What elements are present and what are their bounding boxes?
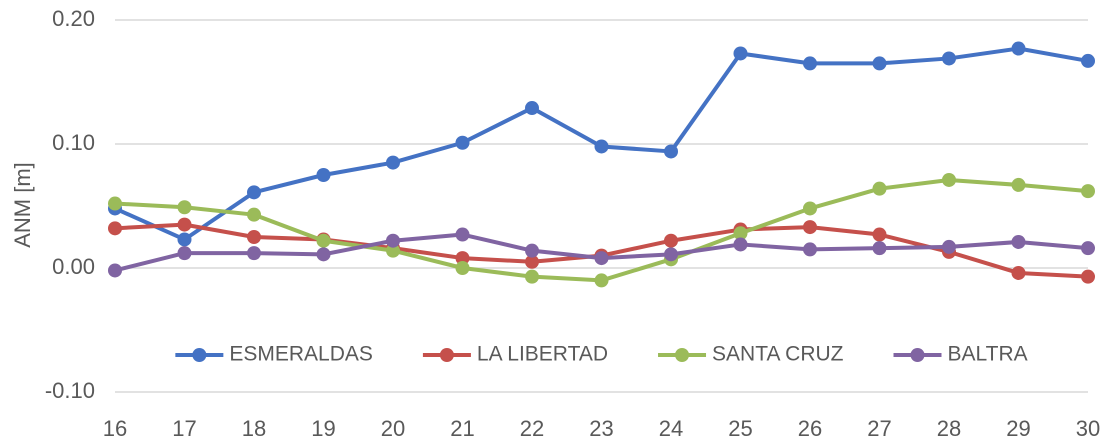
- data-point: [872, 56, 887, 71]
- x-tick-label: 23: [589, 416, 613, 441]
- data-point: [177, 200, 192, 215]
- data-point: [803, 220, 817, 235]
- x-tick-label: 21: [450, 416, 474, 441]
- data-point: [664, 144, 678, 159]
- legend-marker: [675, 348, 690, 362]
- x-tick-label: 18: [242, 416, 266, 441]
- data-point: [1081, 184, 1095, 199]
- data-point: [525, 254, 539, 269]
- data-point: [872, 181, 887, 196]
- x-tick-label: 25: [728, 416, 752, 441]
- data-point: [1081, 269, 1095, 284]
- x-tick-label: 24: [659, 416, 683, 441]
- data-point: [733, 237, 748, 252]
- x-tick-label: 30: [1076, 416, 1100, 441]
- x-tick-label: 19: [311, 416, 335, 441]
- data-point: [803, 56, 817, 71]
- data-point: [803, 201, 817, 216]
- data-point: [942, 51, 956, 66]
- data-point: [872, 227, 887, 242]
- y-tick-label: -0.10: [45, 378, 95, 403]
- data-point: [594, 251, 609, 266]
- legend-label: ESMERALDAS: [229, 343, 373, 366]
- legend-marker: [439, 348, 454, 362]
- data-point: [942, 239, 956, 254]
- x-tick-label: 16: [103, 416, 127, 441]
- data-point: [455, 227, 470, 242]
- x-tick-label: 22: [520, 416, 544, 441]
- data-point: [594, 139, 609, 154]
- y-tick-label: 0.10: [52, 130, 95, 155]
- data-point: [525, 269, 539, 284]
- data-point: [386, 243, 400, 258]
- data-point: [386, 155, 400, 170]
- data-point: [316, 247, 331, 262]
- legend-marker: [910, 348, 925, 362]
- data-point: [942, 172, 956, 187]
- x-tick-label: 27: [867, 416, 891, 441]
- data-point: [1011, 41, 1026, 56]
- data-point: [872, 241, 887, 256]
- x-tick-label: 17: [172, 416, 196, 441]
- data-point: [1011, 234, 1026, 249]
- data-point: [247, 230, 261, 244]
- data-point: [247, 185, 261, 200]
- data-point: [455, 135, 470, 150]
- y-tick-label: 0.20: [52, 6, 95, 31]
- data-point: [1081, 241, 1095, 256]
- data-point: [108, 221, 122, 236]
- data-point: [177, 246, 192, 261]
- data-point: [455, 261, 470, 275]
- data-point: [247, 207, 261, 222]
- legend-label: BALTRA: [948, 343, 1028, 366]
- data-point: [108, 196, 122, 211]
- data-point: [177, 217, 192, 232]
- data-point: [177, 232, 192, 247]
- data-point: [594, 273, 609, 288]
- legend-label: SANTA CRUZ: [712, 343, 844, 366]
- data-point: [803, 242, 817, 257]
- data-point: [664, 247, 678, 262]
- x-tick-label: 29: [1006, 416, 1030, 441]
- data-point: [525, 243, 539, 258]
- data-point: [1011, 265, 1026, 280]
- y-axis-label: ANM [m]: [10, 162, 35, 248]
- data-point: [664, 233, 678, 248]
- data-point: [455, 251, 470, 266]
- data-point: [247, 246, 261, 261]
- x-tick-label: 26: [798, 416, 822, 441]
- data-point: [733, 46, 748, 61]
- series-line: [114, 177, 1089, 283]
- legend: ESMERALDAS LA LIBERTAD SANTA CRUZ BALTRA: [175, 343, 1028, 366]
- data-point: [386, 233, 400, 248]
- data-point: [733, 226, 748, 241]
- legend-label: LA LIBERTAD: [477, 343, 608, 366]
- x-tick-label: 28: [937, 416, 961, 441]
- data-point: [108, 263, 122, 278]
- legend-marker: [192, 348, 207, 362]
- x-tick-label: 20: [381, 416, 405, 441]
- data-point: [316, 233, 331, 248]
- data-point: [525, 101, 539, 116]
- data-point: [1081, 53, 1095, 68]
- y-tick-label: 0.00: [52, 254, 95, 279]
- data-point: [1011, 177, 1026, 192]
- data-point: [316, 168, 331, 182]
